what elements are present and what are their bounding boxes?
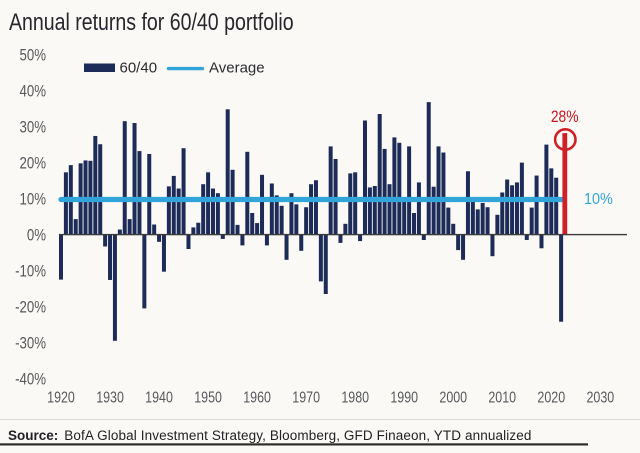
svg-text:30%: 30%	[19, 118, 46, 137]
svg-text:1980: 1980	[341, 389, 369, 407]
svg-text:Average: Average	[209, 60, 265, 77]
svg-text:Source:BofA Global Investment: Source: BofA Global Investment Strategy, …	[8, 428, 532, 443]
svg-text:1950: 1950	[194, 389, 222, 407]
svg-text:1930: 1930	[96, 389, 124, 407]
svg-text:60/40: 60/40	[120, 60, 158, 77]
svg-text:1990: 1990	[390, 389, 418, 407]
svg-text:20%: 20%	[19, 154, 46, 173]
svg-text:-30%: -30%	[15, 334, 46, 353]
svg-text:1920: 1920	[47, 389, 75, 407]
svg-text:10%: 10%	[19, 190, 46, 209]
svg-text:2030: 2030	[587, 389, 615, 407]
svg-text:10%: 10%	[584, 190, 613, 208]
svg-text:-10%: -10%	[15, 262, 46, 281]
svg-text:2020: 2020	[537, 389, 565, 407]
svg-text:2000: 2000	[439, 389, 467, 407]
svg-text:0%: 0%	[27, 226, 46, 245]
svg-text:1970: 1970	[292, 389, 320, 407]
svg-text:28%: 28%	[551, 108, 579, 126]
svg-text:1960: 1960	[243, 389, 271, 407]
svg-text:40%: 40%	[19, 82, 46, 101]
svg-text:50%: 50%	[19, 46, 46, 65]
svg-text:-40%: -40%	[15, 370, 46, 389]
svg-text:1940: 1940	[145, 389, 173, 407]
svg-text:Annual returns for 60/40 portf: Annual returns for 60/40 portfolio	[9, 8, 294, 35]
svg-text:2010: 2010	[488, 389, 516, 407]
svg-text:-20%: -20%	[15, 298, 46, 317]
